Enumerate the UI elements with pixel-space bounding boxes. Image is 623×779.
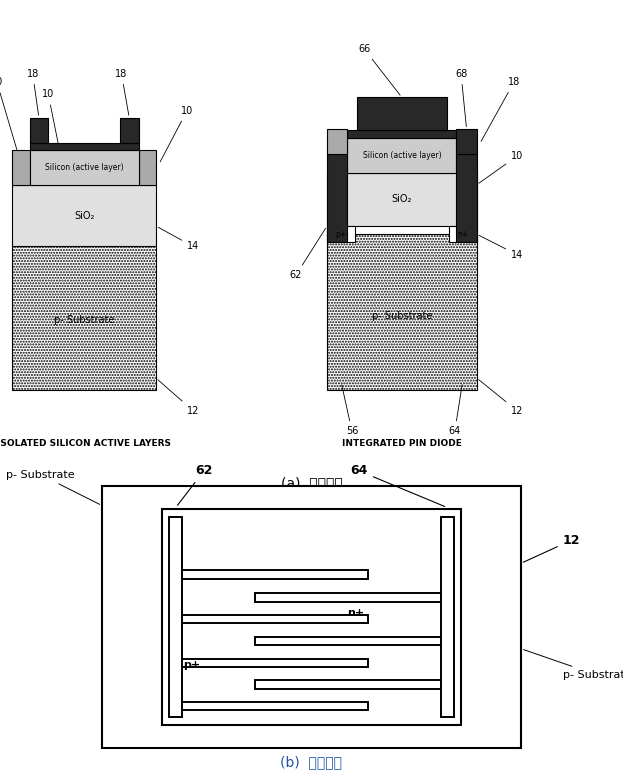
Bar	[456, 154, 477, 242]
Text: Silicon (active layer): Silicon (active layer)	[45, 163, 123, 171]
Text: p- Substrate: p- Substrate	[6, 470, 100, 504]
Bar	[30, 143, 138, 150]
Text: 64: 64	[449, 385, 462, 436]
Text: 14: 14	[158, 227, 199, 252]
Text: p- Substrate: p- Substrate	[54, 315, 114, 326]
Bar	[327, 129, 348, 154]
Bar	[327, 226, 355, 242]
Text: 10: 10	[0, 77, 21, 161]
Text: 10: 10	[160, 106, 193, 162]
Text: 64: 64	[351, 464, 445, 506]
Text: 10: 10	[42, 90, 60, 153]
Bar	[183, 702, 368, 710]
Text: (b)  평면구조: (b) 평면구조	[280, 756, 343, 770]
Text: 56: 56	[341, 385, 358, 436]
Bar	[30, 118, 49, 143]
Text: SiO₂: SiO₂	[392, 194, 412, 204]
Text: (a)  단면구조: (a) 단면구조	[280, 477, 343, 491]
Bar	[348, 130, 457, 138]
Text: 14: 14	[479, 235, 523, 259]
Bar	[327, 154, 348, 242]
Bar	[12, 246, 156, 390]
Text: 12: 12	[478, 379, 523, 416]
Bar	[162, 509, 461, 725]
Text: 10: 10	[479, 151, 523, 183]
Text: Silicon (active layer): Silicon (active layer)	[363, 151, 441, 160]
Text: 62: 62	[178, 464, 212, 506]
Text: n+: n+	[457, 230, 468, 238]
Bar	[183, 659, 368, 668]
Text: p- Substrate: p- Substrate	[372, 312, 432, 321]
Text: p- Substrate: p- Substrate	[523, 650, 623, 680]
Bar	[348, 138, 457, 172]
Bar	[30, 150, 138, 185]
Bar	[138, 150, 156, 185]
Bar	[183, 570, 368, 579]
Bar	[255, 637, 440, 645]
Bar	[440, 517, 454, 717]
Bar	[102, 486, 521, 748]
Bar	[255, 594, 440, 602]
Bar	[169, 517, 183, 717]
Text: 18: 18	[27, 69, 39, 115]
Bar	[357, 97, 447, 130]
Bar	[120, 118, 138, 143]
Text: 12: 12	[158, 379, 199, 416]
Bar	[12, 150, 30, 185]
Bar	[456, 129, 477, 154]
Text: n+: n+	[348, 608, 364, 618]
Text: 62: 62	[290, 228, 326, 280]
Bar	[12, 185, 156, 246]
Text: 12: 12	[523, 534, 580, 562]
Bar	[449, 226, 477, 242]
Bar	[183, 615, 368, 623]
Bar	[255, 680, 440, 689]
Text: p+: p+	[335, 230, 347, 238]
Bar	[327, 172, 477, 226]
Text: ISOLATED SILICON ACTIVE LAYERS: ISOLATED SILICON ACTIVE LAYERS	[0, 439, 171, 448]
Text: 68: 68	[455, 69, 467, 127]
Text: p+: p+	[183, 660, 200, 670]
Text: 66: 66	[358, 44, 400, 95]
Bar	[327, 234, 477, 390]
Text: SiO₂: SiO₂	[74, 210, 94, 220]
Text: 18: 18	[481, 77, 520, 141]
Text: INTEGRATED PIN DIODE: INTEGRATED PIN DIODE	[342, 439, 462, 448]
Text: 18: 18	[115, 69, 129, 115]
